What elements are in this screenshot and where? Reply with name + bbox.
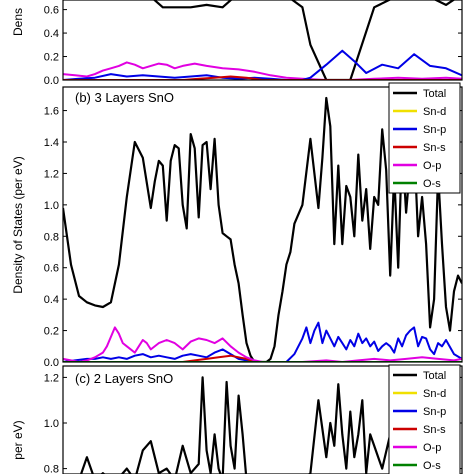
legend-label-o-p: O-p	[423, 160, 441, 172]
panel-label: (b) 3 Layers SnO	[75, 90, 174, 105]
legend: Total Sn-d Sn-p Sn-s O-p O-s	[388, 364, 461, 474]
series-line-o-p	[63, 326, 462, 362]
legend-box	[388, 364, 461, 474]
series-line-total	[79, 376, 446, 474]
panel-a-dos: 0.0 0.2 0.4 0.6 Dens	[11, 0, 463, 87]
series-group	[79, 376, 446, 474]
y-tick-label: 1.0	[44, 418, 59, 430]
y-tick-label: 0.2	[44, 326, 59, 338]
series-line-curve-0	[152, 0, 456, 80]
y-tick-label: 0.0	[44, 357, 59, 369]
y-tick-label: 1.2	[44, 372, 59, 384]
legend-label-sn-s: Sn-s	[423, 142, 446, 154]
y-tick-label: 0.0	[44, 75, 59, 87]
y-tick-label: 1.4	[44, 137, 59, 149]
y-tick-label: 0.2	[44, 52, 59, 64]
legend-label-sn-s: Sn-s	[423, 424, 446, 436]
plot-frame	[62, 0, 463, 81]
legend-label-sn-d: Sn-d	[423, 388, 446, 400]
y-axis-label: per eV)	[11, 420, 25, 459]
y-tick-label: 0.4	[44, 28, 59, 40]
series-group	[63, 0, 462, 80]
legend-box	[388, 82, 461, 194]
y-tick-label: 1.0	[44, 200, 59, 212]
y-tick-label: 0.4	[44, 294, 59, 306]
y-tick-label: 0.8	[44, 464, 59, 474]
legend: Total Sn-d Sn-p Sn-s O-p O-s	[388, 82, 461, 194]
y-tick-label: 0.8	[44, 231, 59, 243]
y-tick-label: 1.6	[44, 106, 59, 118]
legend-label-sn-d: Sn-d	[423, 106, 446, 118]
y-tick-label: 1.2	[44, 168, 59, 180]
series-line-sn-p	[63, 321, 462, 362]
y-axis-label: Density of States (per eV)	[11, 156, 25, 293]
y-axis-label: Dens	[11, 8, 25, 36]
plot-frame	[62, 86, 463, 363]
panel-label: (c) 2 Layers SnO	[75, 371, 173, 386]
legend-label-total: Total	[423, 88, 446, 100]
y-tick-label: 0.6	[44, 5, 59, 17]
y-tick-label: 0.6	[44, 263, 59, 275]
legend-label-o-s: O-s	[423, 460, 441, 472]
legend-label-o-s: O-s	[423, 178, 441, 190]
legend-label-sn-p: Sn-p	[423, 406, 446, 418]
panel-c-dos: 0.8 1.0 1.2 per eV) (c) 2 Layers SnO Total Sn-…	[11, 364, 463, 474]
legend-label-o-p: O-p	[423, 442, 441, 454]
panel-b-dos: 0.0 0.2 0.4 0.6 0.8 1.0 1.2 1.4 1.6 Density of St…	[11, 82, 463, 369]
legend-label-sn-p: Sn-p	[423, 124, 446, 136]
legend-label-total: Total	[423, 370, 446, 382]
plot-frame	[62, 365, 463, 474]
series-line-curve-2	[63, 49, 462, 80]
